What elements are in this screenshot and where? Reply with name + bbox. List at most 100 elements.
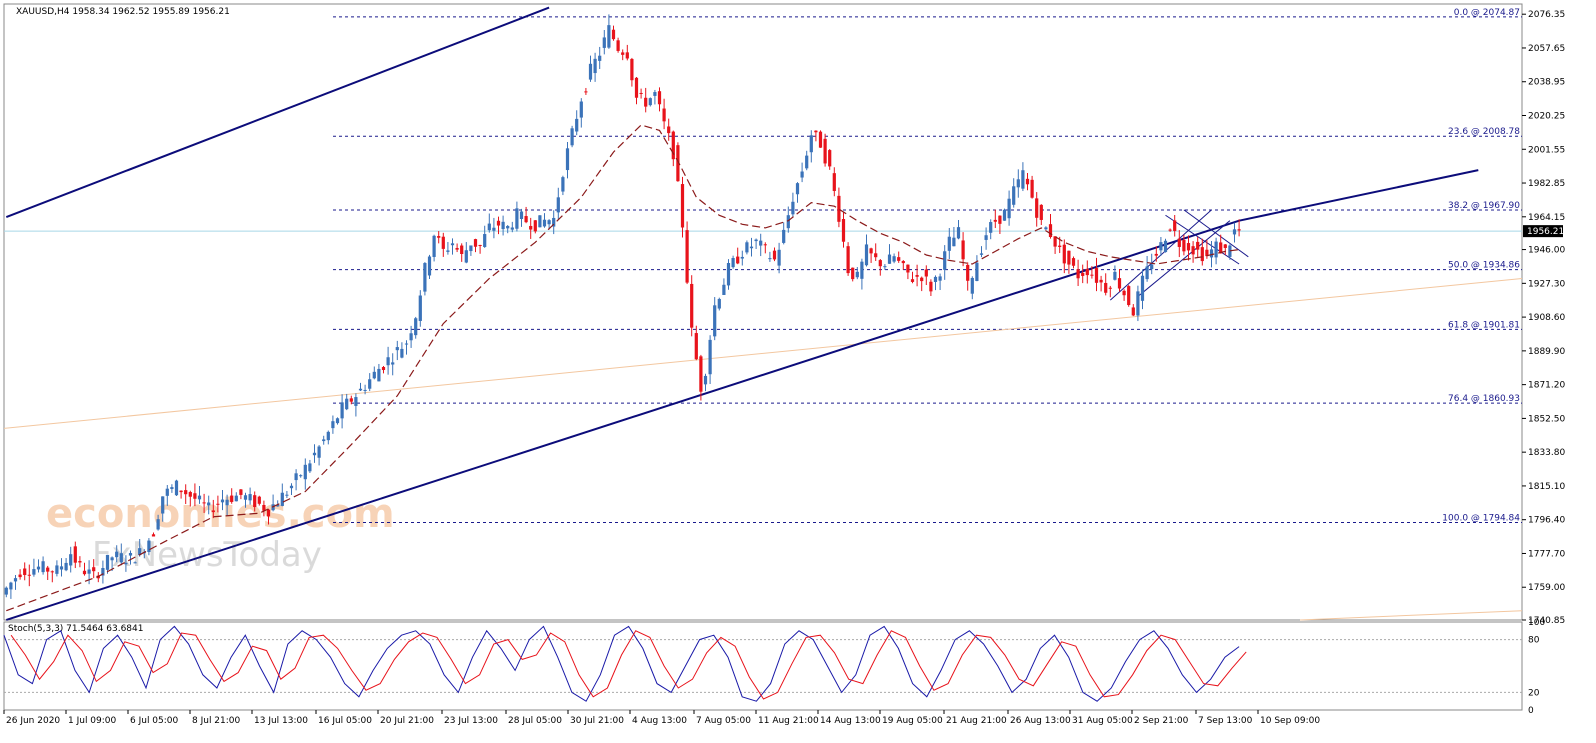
candle-body bbox=[979, 253, 984, 255]
candle-body bbox=[414, 318, 418, 336]
candle-body bbox=[156, 519, 160, 530]
candle bbox=[726, 259, 731, 290]
candle-body bbox=[1219, 242, 1223, 254]
x-tick-label: 26 Aug 13:00 bbox=[1010, 716, 1071, 726]
candle bbox=[253, 491, 257, 512]
x-tick-label: 16 Jul 05:00 bbox=[318, 716, 372, 726]
candle-body bbox=[23, 568, 27, 576]
candle-body bbox=[1007, 198, 1011, 219]
y-tick-label: 1871.20 bbox=[1528, 381, 1565, 391]
candle-body bbox=[326, 431, 330, 441]
candle bbox=[542, 213, 547, 228]
candle-body bbox=[634, 77, 639, 98]
candle bbox=[487, 213, 491, 233]
candle-body bbox=[823, 138, 827, 164]
candle-body bbox=[124, 562, 128, 565]
fib-level-label: 0.0 @ 2074.87 bbox=[1454, 8, 1520, 18]
candle bbox=[653, 89, 657, 105]
candle-body bbox=[901, 261, 905, 264]
candle bbox=[4, 586, 8, 598]
candle-body bbox=[690, 283, 694, 328]
candle bbox=[883, 264, 887, 270]
candle bbox=[795, 182, 800, 203]
candle-body bbox=[657, 91, 662, 105]
candle-body bbox=[395, 347, 399, 351]
candle bbox=[703, 373, 708, 392]
candle-body bbox=[225, 499, 229, 506]
candle bbox=[1039, 204, 1043, 225]
candle bbox=[13, 575, 18, 590]
y-tick-label: 1815.10 bbox=[1528, 482, 1565, 492]
candle-body bbox=[1076, 269, 1080, 279]
candle-body bbox=[188, 492, 192, 497]
candle bbox=[1081, 264, 1085, 284]
candle-body bbox=[41, 561, 45, 573]
candle bbox=[763, 242, 767, 254]
candle bbox=[611, 25, 616, 41]
fib-level-label: 38.2 @ 1967.90 bbox=[1448, 201, 1520, 211]
candle bbox=[887, 244, 892, 264]
candle-body bbox=[345, 398, 349, 410]
candle-body bbox=[197, 495, 202, 500]
candle-body bbox=[285, 494, 289, 496]
candle bbox=[1131, 304, 1135, 317]
candle-body bbox=[611, 29, 616, 40]
candle-body bbox=[432, 235, 436, 257]
x-tick-label: 20 Jul 21:00 bbox=[380, 716, 434, 726]
candle-body bbox=[257, 496, 261, 504]
candle bbox=[625, 44, 629, 61]
candle bbox=[119, 543, 123, 566]
candle bbox=[901, 260, 905, 270]
candle-body bbox=[547, 220, 551, 225]
candle bbox=[754, 238, 758, 250]
candle bbox=[170, 484, 174, 493]
candle bbox=[492, 217, 496, 239]
candle bbox=[970, 276, 974, 300]
candle bbox=[32, 558, 36, 577]
candle bbox=[1021, 162, 1025, 192]
candle bbox=[1219, 234, 1223, 254]
candle-body bbox=[455, 248, 459, 250]
y-tick-label: 1908.60 bbox=[1528, 313, 1565, 323]
candle-body bbox=[685, 230, 689, 283]
candle bbox=[225, 494, 229, 516]
candle-body bbox=[887, 254, 892, 264]
candle bbox=[644, 87, 648, 113]
candle-body bbox=[18, 574, 22, 578]
candle-body bbox=[680, 184, 685, 228]
candle-body bbox=[174, 480, 179, 496]
candle bbox=[446, 241, 450, 255]
candle-body bbox=[694, 333, 698, 360]
candle bbox=[818, 130, 823, 148]
candle bbox=[570, 125, 574, 148]
candle-body bbox=[1173, 220, 1177, 231]
candle bbox=[363, 384, 367, 395]
candle bbox=[418, 290, 422, 327]
candle bbox=[588, 55, 593, 82]
candle bbox=[515, 201, 519, 232]
candle-body bbox=[280, 492, 284, 506]
candle-body bbox=[1232, 229, 1237, 235]
candle bbox=[161, 496, 165, 522]
candle bbox=[713, 297, 717, 341]
candle bbox=[1122, 289, 1126, 301]
candle bbox=[1062, 239, 1066, 274]
candle bbox=[133, 561, 137, 564]
candle bbox=[193, 483, 197, 507]
candle-body bbox=[82, 570, 87, 575]
candle bbox=[1094, 257, 1099, 292]
candle bbox=[464, 242, 468, 264]
candle bbox=[832, 167, 836, 197]
candle-body bbox=[648, 98, 652, 106]
candle-body bbox=[575, 118, 579, 132]
candle bbox=[349, 395, 353, 405]
candle bbox=[552, 210, 556, 235]
candle-body bbox=[565, 148, 570, 171]
candle bbox=[312, 444, 317, 463]
candle bbox=[736, 247, 740, 265]
candle bbox=[667, 118, 671, 141]
candle-body bbox=[1104, 282, 1108, 293]
candle bbox=[538, 215, 542, 228]
candle bbox=[248, 487, 252, 505]
candle-body bbox=[529, 225, 533, 230]
